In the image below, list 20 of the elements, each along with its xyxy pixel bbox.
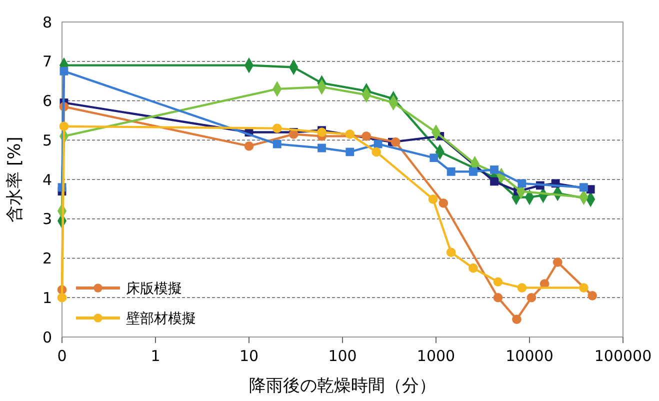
legend-label: 壁部材模擬 (126, 310, 196, 327)
y-tick-label: 4 (42, 170, 52, 189)
legend-label: 床版模擬 (126, 280, 182, 297)
y-tick-label: 5 (42, 131, 52, 150)
x-tick-label: 0 (57, 347, 67, 365)
x-tick-label: 100 (328, 347, 357, 365)
y-tick-label: 6 (42, 92, 52, 110)
y-tick-label: 2 (42, 250, 52, 268)
x-tick-label: 100000 (594, 347, 652, 365)
x-tick-label: 10 (239, 347, 259, 365)
y-tick-label: 0 (42, 328, 52, 346)
y-tick-label: 1 (42, 288, 52, 307)
y-tick-label: 3 (42, 210, 52, 228)
x-tick-label: 1000 (416, 347, 456, 365)
y-tick-label: 7 (42, 52, 52, 71)
x-tick-label: 10000 (506, 347, 554, 365)
y-tick-label: 8 (42, 13, 52, 32)
y-axis-title: 含水率 [%] (5, 136, 25, 222)
x-axis-title: 降雨後の乾燥時間（分） (249, 376, 436, 396)
x-tick-label: 1 (150, 347, 160, 365)
